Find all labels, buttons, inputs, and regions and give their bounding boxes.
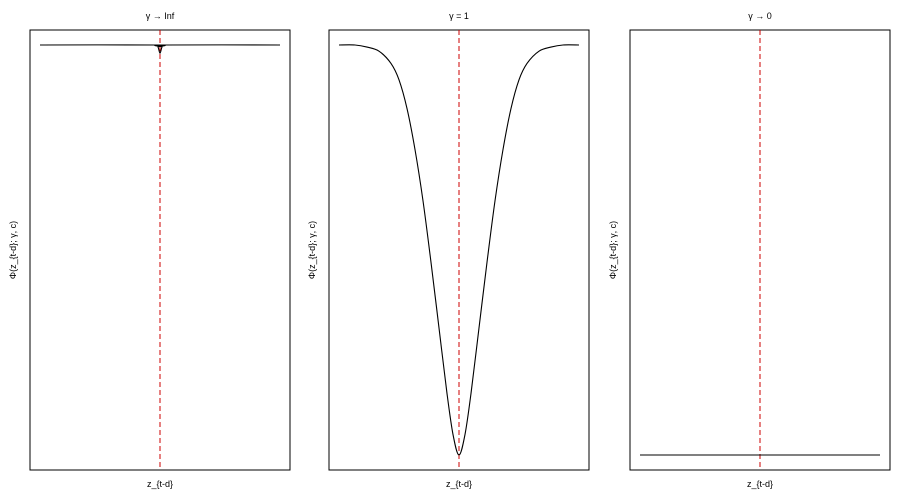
x-axis-label: z_{t-d} — [147, 479, 173, 489]
series-line — [39, 44, 281, 54]
y-axis-label: Φ(z_{t-d}; γ, c) — [307, 221, 317, 279]
panel-title: γ → 0 — [748, 11, 772, 21]
x-axis-label: z_{t-d} — [747, 479, 773, 489]
series-line — [338, 44, 580, 456]
x-axis-label: z_{t-d} — [446, 479, 472, 489]
plot-marks — [338, 30, 580, 470]
panel-title: γ = 1 — [449, 11, 469, 21]
panel-title: γ → Inf — [146, 11, 175, 21]
panel-2: γ = 1 z_{t-d} Φ(z_{t-d}; γ, c) — [307, 11, 590, 489]
panel-3: γ → 0 z_{t-d} Φ(z_{t-d}; γ, c) — [608, 11, 891, 489]
plot-marks — [39, 30, 281, 470]
plot-marks — [640, 30, 880, 470]
panel-1: γ → Inf z_{t-d} Φ(z_{t-d}; γ, c) — [8, 11, 291, 489]
y-axis-label: Φ(z_{t-d}; γ, c) — [8, 221, 18, 279]
y-axis-label: Φ(z_{t-d}; γ, c) — [608, 221, 618, 279]
